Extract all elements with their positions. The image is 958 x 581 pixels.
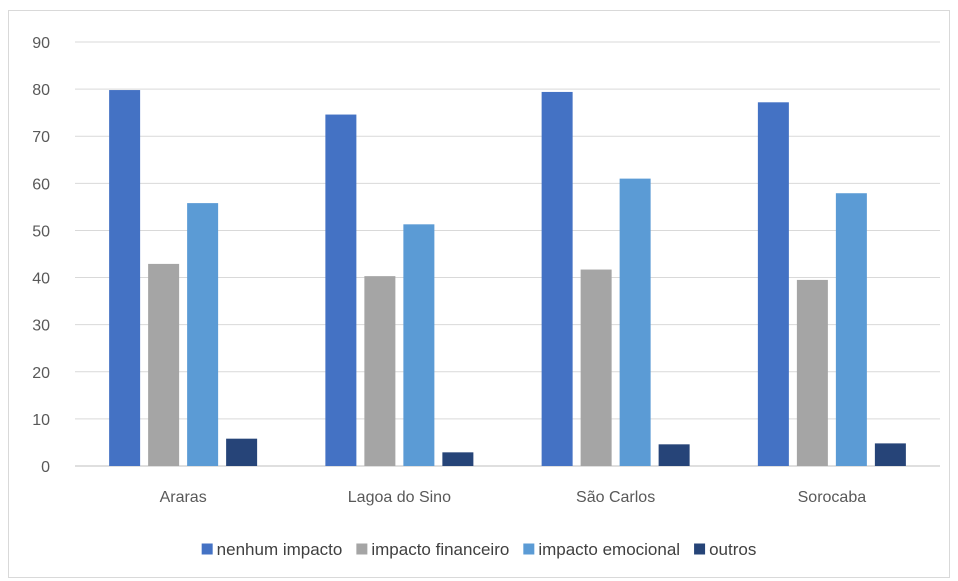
y-tick-label: 90 xyxy=(32,35,50,52)
bar-3-4 xyxy=(658,444,690,466)
x-tick-label: Sorocaba xyxy=(798,489,867,506)
legend-swatch-2 xyxy=(356,543,368,555)
legend-label: impacto emocional xyxy=(538,540,680,559)
y-tick-label: 30 xyxy=(32,318,50,335)
bar-2-1 xyxy=(325,114,357,466)
bar-1-2 xyxy=(148,263,180,466)
y-tick-label: 60 xyxy=(32,176,50,193)
bar-1-4 xyxy=(226,438,258,466)
y-tick-label: 0 xyxy=(41,459,50,476)
legend-swatch-1 xyxy=(201,543,213,555)
x-tick-label: Lagoa do Sino xyxy=(348,489,451,506)
y-axis: 0 10 20 30 40 50 60 70 80 90 xyxy=(32,35,50,476)
legend-label: nenhum impacto xyxy=(217,540,343,559)
bar-1-1 xyxy=(109,90,141,466)
bar-3-1 xyxy=(541,91,573,466)
bar-4-2 xyxy=(796,279,828,466)
bar-1-3 xyxy=(187,203,219,466)
bar-3-3 xyxy=(619,178,651,466)
x-tick-label: Araras xyxy=(160,489,207,506)
y-tick-label: 70 xyxy=(32,129,50,146)
bar-3-2 xyxy=(580,269,612,466)
bar-2-2 xyxy=(364,276,396,466)
bar-4-1 xyxy=(757,102,789,467)
y-tick-label: 80 xyxy=(32,82,50,99)
bar-4-3 xyxy=(835,193,867,466)
y-tick-label: 10 xyxy=(32,412,50,429)
legend: nenhum impacto impacto financeiro impacto … xyxy=(201,540,756,559)
bars xyxy=(109,90,906,467)
legend-swatch-4 xyxy=(694,543,706,555)
x-axis: Araras Lagoa do Sino São Carlos Sorocaba xyxy=(160,489,867,506)
legend-swatch-3 xyxy=(523,543,535,555)
y-tick-label: 50 xyxy=(32,223,50,240)
gridlines xyxy=(75,41,940,467)
legend-label: impacto financeiro xyxy=(371,540,509,559)
legend-label: outros xyxy=(709,540,756,559)
bar-2-4 xyxy=(442,452,474,466)
y-tick-label: 20 xyxy=(32,365,50,382)
bar-4-4 xyxy=(874,443,906,466)
x-tick-label: São Carlos xyxy=(576,489,655,506)
y-tick-label: 40 xyxy=(32,271,50,288)
bar-2-3 xyxy=(403,224,435,466)
